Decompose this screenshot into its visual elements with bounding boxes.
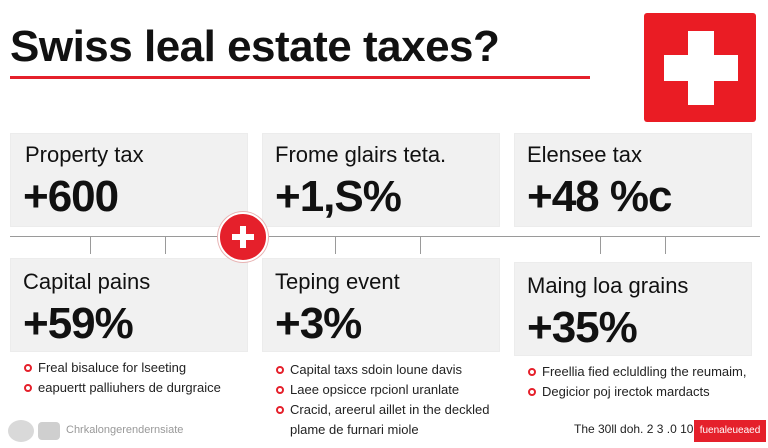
bullet-dot-icon bbox=[276, 386, 284, 394]
card-capital-gains: Capital pains +59% bbox=[10, 258, 248, 352]
footer-source-text: Chrkalongerendernsiate bbox=[66, 424, 184, 436]
card-label: Maing loa grains bbox=[527, 273, 689, 298]
footer-logo-icon bbox=[8, 420, 34, 442]
card-value: +600 bbox=[23, 172, 119, 221]
bullet-dot-icon bbox=[528, 388, 536, 396]
card-label: Frome glairs teta. bbox=[275, 142, 447, 167]
card-label: Capital pains bbox=[23, 269, 151, 294]
connector-branch bbox=[165, 236, 166, 254]
card-label: Elensee tax bbox=[527, 142, 642, 167]
bullet-list-taping-event: Capital taxs sdoin loune davis Laee opsi… bbox=[274, 360, 490, 440]
connector-branch bbox=[335, 236, 336, 254]
bullet-dot-icon bbox=[276, 366, 284, 374]
list-item: Laee opsicce rpcionl uranlate bbox=[274, 380, 490, 400]
page-title: Swiss leal estate taxes? bbox=[10, 22, 500, 71]
bullet-list-capital-gains: Freal bisaluce for lseeting eapuertt pal… bbox=[22, 358, 221, 398]
list-item: Capital taxs sdoin loune davis bbox=[274, 360, 490, 380]
bullet-dot-icon bbox=[24, 384, 32, 392]
card-license-tax: Elensee tax +48 %c bbox=[514, 133, 752, 227]
card-property-tax: Property tax +600 bbox=[10, 133, 248, 227]
card-value: +3% bbox=[275, 299, 362, 348]
connector-branch bbox=[420, 236, 421, 254]
list-item: Freal bisaluce for lseeting bbox=[22, 358, 221, 378]
connector-branch bbox=[90, 236, 91, 254]
card-value: +48 %c bbox=[527, 172, 672, 221]
title-underline bbox=[10, 76, 590, 79]
card-main-gains: Maing loa grains +35% bbox=[514, 262, 752, 356]
list-item: eapuertt palliuhers de durgraice bbox=[22, 378, 221, 398]
swiss-flag-icon bbox=[644, 13, 756, 122]
footer-badge-icon bbox=[38, 422, 60, 440]
footer-badge: fuenaleueaed bbox=[694, 420, 766, 442]
card-income-gains: Frome glairs teta. +1,S% bbox=[262, 133, 500, 227]
list-item: Freellia fied ecluldling the reumaim, bbox=[526, 362, 746, 382]
connector-branch bbox=[600, 236, 601, 254]
connector-branch bbox=[665, 236, 666, 254]
footer-date-text: The 30ll doh. 2 3 .0 10.3 bbox=[574, 422, 704, 436]
list-item: Cracid, areerul aillet in the deckled pl… bbox=[274, 400, 490, 440]
bullet-dot-icon bbox=[528, 368, 536, 376]
card-label: Teping event bbox=[275, 269, 400, 294]
card-taping-event: Teping event +3% bbox=[262, 258, 500, 352]
card-value: +1,S% bbox=[275, 172, 402, 221]
card-label: Property tax bbox=[25, 142, 144, 167]
card-value: +59% bbox=[23, 299, 134, 348]
bullet-dot-icon bbox=[276, 406, 284, 414]
card-value: +35% bbox=[527, 303, 638, 352]
swiss-cross-icon bbox=[218, 212, 268, 262]
list-item: Degicior poj irectok mardacts bbox=[526, 382, 746, 402]
bullet-list-main-gains: Freellia fied ecluldling the reumaim, De… bbox=[526, 362, 746, 402]
connector-line bbox=[10, 236, 760, 237]
bullet-dot-icon bbox=[24, 364, 32, 372]
